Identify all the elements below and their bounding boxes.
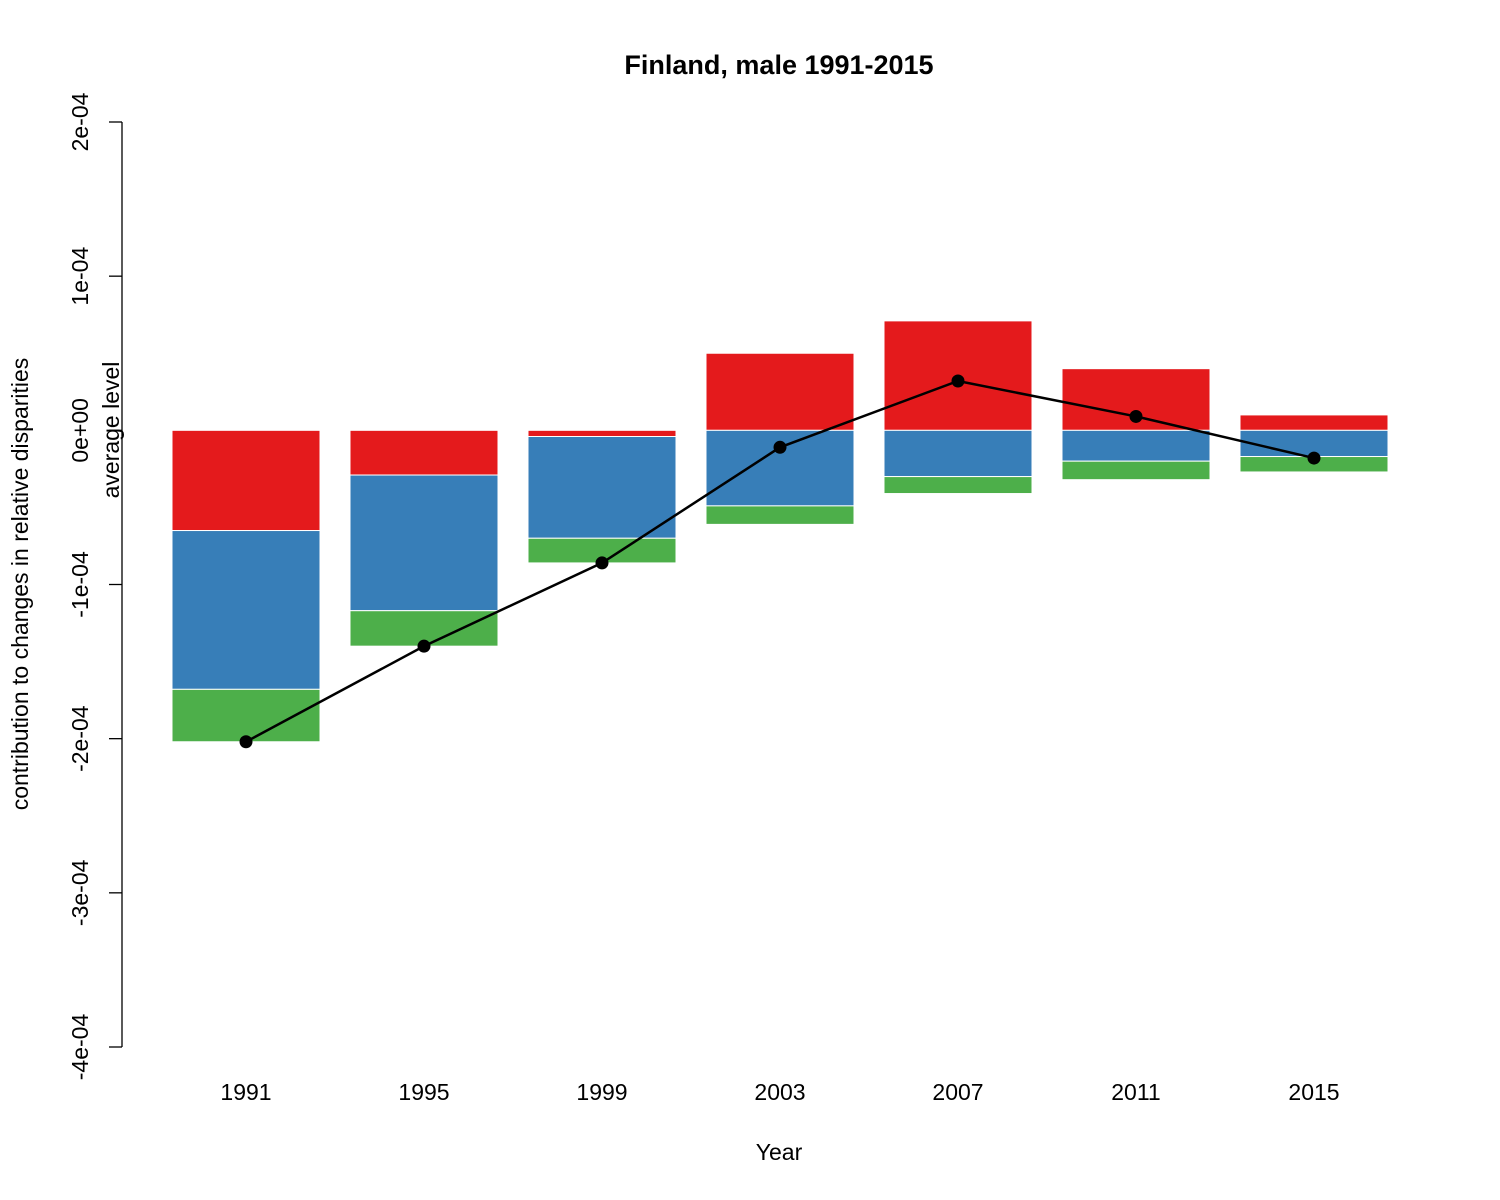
x-tick-label-1999: 1999 [576, 1079, 627, 1105]
y-tick-label: 2e-04 [67, 92, 93, 151]
y-axis: -4e-04 -3e-04 -2e-04 -1e-04 0e+00 1e-04 2e-04 [67, 92, 123, 1080]
bars [171, 320, 1389, 743]
bar-segment-1995-1 [349, 429, 499, 476]
y-tick-label: 0e+00 [67, 398, 93, 463]
y-tick-label: -2e-04 [67, 705, 93, 772]
chart-title: Finland, male 1991-2015 [624, 50, 933, 80]
y-axis-label: contribution to changes in relative disp… [7, 358, 33, 811]
bar-segment-2007-2 [883, 429, 1033, 478]
bar-segment-2003-3 [705, 505, 855, 525]
average-point-1991 [239, 735, 253, 749]
average-point-2003 [773, 440, 787, 454]
y-ticks: -4e-04 -3e-04 -2e-04 -1e-04 0e+00 1e-04 2e-04 [67, 92, 122, 1080]
y-tick-label: 1e-04 [67, 247, 93, 306]
average-point-1995 [417, 639, 431, 653]
bar-segment-1999-1 [527, 429, 677, 438]
average-line-layer [239, 374, 1321, 749]
bar-segment-1991-2 [171, 530, 321, 690]
average-point-2011 [1129, 409, 1143, 423]
x-tick-labels: 1991 1995 1999 2003 2007 2011 2015 [220, 1079, 1339, 1105]
x-tick-label-1995: 1995 [398, 1079, 449, 1105]
bar-segment-2007-3 [883, 476, 1033, 495]
average-point-2015 [1307, 451, 1321, 465]
bar-segment-2011-2 [1061, 429, 1211, 462]
x-tick-label-1991: 1991 [220, 1079, 271, 1105]
x-tick-label-2015: 2015 [1288, 1079, 1339, 1105]
bar-segment-2003-1 [705, 352, 855, 431]
bar-segment-2011-3 [1061, 460, 1211, 481]
bar-segment-1991-3 [171, 688, 321, 743]
bar-segment-2015-1 [1239, 414, 1389, 431]
bar-segment-1999-2 [527, 436, 677, 539]
x-axis-label: Year [756, 1139, 803, 1165]
x-tick-label-2011: 2011 [1111, 1079, 1160, 1105]
average-point-2007 [951, 374, 965, 388]
y-tick-label: -1e-04 [67, 551, 93, 618]
average-level-annotation: average level [98, 362, 124, 499]
y-tick-label: -4e-04 [67, 1014, 93, 1081]
plot-area [171, 320, 1389, 749]
average-point-1999 [595, 556, 609, 570]
x-tick-label-2007: 2007 [932, 1079, 983, 1105]
bar-segment-1991-1 [171, 429, 321, 532]
x-tick-label-2003: 2003 [754, 1079, 805, 1105]
y-tick-label: -3e-04 [67, 859, 93, 926]
bar-segment-1995-2 [349, 474, 499, 612]
